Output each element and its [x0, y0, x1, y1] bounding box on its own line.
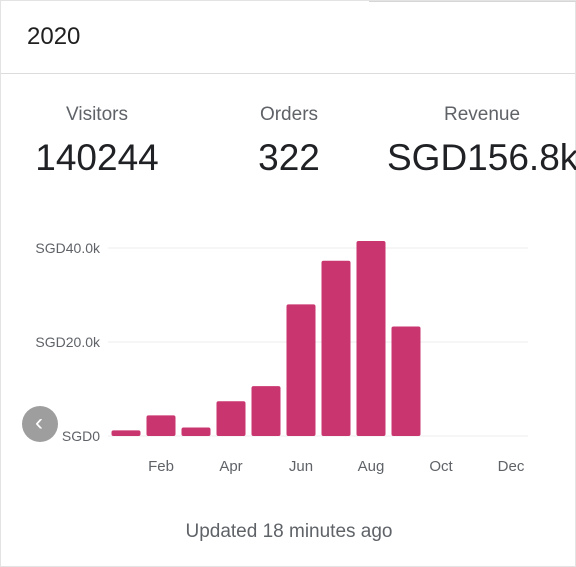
bar-mar[interactable] [181, 427, 211, 436]
visitors-label: Visitors [66, 104, 128, 125]
orders-value: 322 [258, 137, 320, 178]
stat-visitors: Visitors 140244 [32, 104, 162, 180]
x-tick-label: Oct [429, 458, 453, 475]
x-tick-label: Aug [358, 458, 385, 475]
bar-apr[interactable] [216, 401, 246, 436]
bar-aug[interactable] [356, 240, 386, 436]
revenue-value: SGD156.8k [387, 137, 576, 178]
y-tick-label: SGD40.0k [35, 240, 101, 256]
orders-label: Orders [259, 104, 319, 125]
x-tick-label: Dec [498, 458, 525, 475]
visitors-value: 140244 [35, 137, 159, 178]
card-header: 2020 [1, 1, 575, 74]
bar-may[interactable] [251, 386, 281, 436]
bar-jun[interactable] [286, 304, 316, 436]
y-tick-label: SGD20.0k [35, 334, 101, 350]
bar-sep[interactable] [391, 326, 421, 436]
top-divider [369, 1, 576, 2]
revenue-label: Revenue [443, 104, 521, 125]
updated-status: Updated 18 minutes ago [185, 521, 393, 542]
previous-year-button[interactable]: ‹ [22, 406, 58, 442]
stat-revenue: Revenue SGD156.8k [387, 104, 576, 180]
y-tick-label: SGD0 [62, 428, 100, 444]
monthly-revenue-chart: SGD0 SGD20.0k SGD40.0k Feb Apr Jun Aug Oct Dec [35, 240, 528, 475]
bar-feb[interactable] [146, 415, 176, 436]
x-tick-label: Jun [289, 458, 313, 475]
stat-orders: Orders 322 [239, 104, 339, 180]
bar-jan[interactable] [111, 430, 141, 436]
chevron-left-icon: ‹ [35, 409, 43, 436]
bar-jul[interactable] [321, 260, 351, 436]
x-tick-label: Feb [148, 458, 174, 475]
year-title: 2020 [27, 23, 81, 50]
x-tick-label: Apr [219, 458, 242, 475]
